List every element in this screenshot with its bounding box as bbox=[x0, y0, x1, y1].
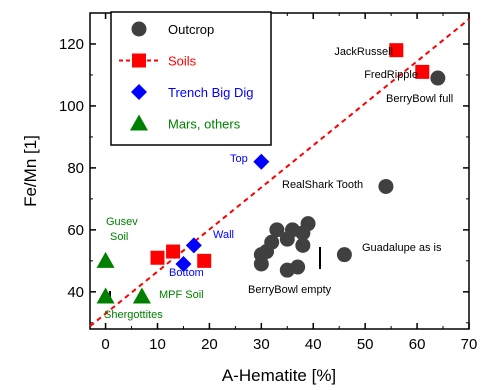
label-jackrussell: JackRussell bbox=[334, 46, 393, 58]
mars-others-point bbox=[96, 287, 115, 304]
y-tick-label: 60 bbox=[67, 222, 84, 239]
label-mpf-soil: MPF Soil bbox=[159, 289, 204, 301]
legend-label-outcrop: Outcrop bbox=[168, 22, 214, 37]
label-top: Top bbox=[230, 153, 248, 165]
legend-label-soils: Soils bbox=[168, 54, 197, 69]
y-tick-label: 40 bbox=[67, 284, 84, 301]
series-outcrop bbox=[253, 70, 446, 278]
x-tick-label: 10 bbox=[149, 336, 166, 353]
outcrop-point bbox=[336, 247, 352, 263]
label-berrybowl-empty: BerryBowl empty bbox=[248, 284, 332, 296]
x-tick-label: 40 bbox=[305, 336, 322, 353]
outcrop-point bbox=[295, 225, 311, 241]
legend-marker-soils bbox=[132, 53, 146, 68]
mars-others-point bbox=[132, 287, 151, 304]
trench-big-dig-point bbox=[185, 237, 202, 254]
label-wall: Wall bbox=[213, 229, 234, 241]
x-tick-label: 50 bbox=[357, 336, 374, 353]
x-axis-title: A-Hematite [%] bbox=[222, 366, 336, 385]
trench-big-dig-point bbox=[175, 255, 192, 272]
label-gusev-line1: Gusev bbox=[106, 216, 138, 228]
y-tick-label: 100 bbox=[59, 98, 84, 115]
label-guadalupe: Guadalupe as is bbox=[362, 242, 442, 254]
y-tick-label: 80 bbox=[67, 160, 84, 177]
legend-marker-mars-others bbox=[130, 114, 148, 131]
mars-others-point bbox=[96, 251, 115, 268]
outcrop-point bbox=[295, 237, 311, 253]
x-tick-label: 60 bbox=[409, 336, 426, 353]
x-tick-label: 30 bbox=[253, 336, 270, 353]
annotations: JackRussell FredRipple BerryBowl full To… bbox=[104, 46, 453, 321]
label-realshark: RealShark Tooth bbox=[282, 179, 363, 191]
y-tick-label: 120 bbox=[59, 36, 84, 53]
label-shergottites: Shergottites bbox=[104, 309, 163, 321]
soils-point bbox=[415, 64, 430, 79]
outcrop-point bbox=[279, 262, 295, 278]
legend-label-trench-big-dig: Trench Big Dig bbox=[168, 85, 254, 100]
soils-point bbox=[150, 250, 165, 265]
soils-point bbox=[389, 43, 404, 58]
x-tick-label: 70 bbox=[461, 336, 478, 353]
series-mars-others bbox=[96, 251, 151, 304]
fit-line bbox=[89, 18, 470, 327]
y-axis-title: Fe/Mn [1] bbox=[21, 135, 40, 207]
trench-big-dig-point bbox=[253, 153, 270, 170]
legend-label-mars-others: Mars, others bbox=[168, 117, 241, 132]
label-gusev-line2: Soil bbox=[110, 231, 128, 243]
outcrop-point bbox=[269, 222, 285, 238]
x-tick-label: 0 bbox=[101, 336, 109, 353]
label-bottom: Bottom bbox=[169, 267, 204, 279]
label-fredripple: FredRipple bbox=[364, 69, 418, 81]
axis-tick-labels: 0 10 20 30 40 50 60 70 40 60 80 100 120 bbox=[59, 36, 477, 353]
legend: Outcrop Soils Trench Big Dig Mars, others bbox=[110, 11, 272, 146]
plot-frame bbox=[89, 12, 470, 330]
x-tick-label: 20 bbox=[201, 336, 218, 353]
series-trench-big-dig bbox=[175, 153, 270, 272]
outcrop-point bbox=[430, 70, 446, 86]
soils-point bbox=[166, 244, 181, 259]
soils-point bbox=[197, 253, 212, 268]
outcrop-point bbox=[279, 231, 295, 247]
data-markers bbox=[96, 43, 446, 304]
outcrop-point bbox=[253, 256, 269, 272]
series-soils bbox=[150, 43, 430, 268]
legend-marker-trench-big-dig bbox=[131, 84, 147, 100]
legend-marker-outcrop bbox=[131, 21, 147, 37]
label-berrybowl-full: BerryBowl full bbox=[386, 93, 453, 105]
outcrop-point bbox=[378, 178, 394, 194]
